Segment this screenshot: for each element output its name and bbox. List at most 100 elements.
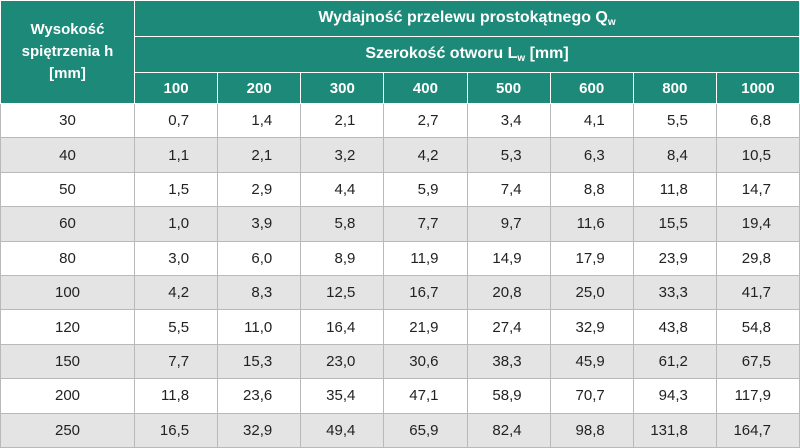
- row-label-cell: 80: [0, 240, 135, 276]
- value-cell: 3,0: [133, 240, 219, 276]
- value-cell: 2,7: [383, 102, 468, 139]
- value-cell: 49,4: [300, 412, 385, 448]
- value-cell: 8,8: [549, 171, 634, 208]
- value-cell: 23,6: [217, 378, 302, 414]
- value-cell: 98,8: [549, 412, 634, 448]
- value-cell: 82,4: [466, 412, 551, 448]
- table-header: Wysokość spiętrzenia h [mm] Wydajność pr…: [0, 0, 800, 104]
- value-cell: 17,9: [549, 240, 634, 276]
- value-cell: 38,3: [466, 343, 551, 380]
- value-cell: 7,7: [133, 343, 219, 380]
- column-header: 500: [466, 72, 551, 104]
- value-cell: 4,4: [300, 171, 385, 208]
- value-cell: 32,9: [549, 309, 634, 345]
- value-cell: 1,5: [133, 171, 219, 208]
- value-cell: 4,2: [133, 274, 219, 311]
- value-cell: 20,8: [466, 274, 551, 311]
- value-cell: 43,8: [632, 309, 717, 345]
- value-cell: 35,4: [300, 378, 385, 414]
- row-label-cell: 200: [0, 378, 135, 414]
- row-label-line: Wysokość: [30, 21, 105, 38]
- value-cell: 47,1: [383, 378, 468, 414]
- value-cell: 2,1: [300, 102, 385, 139]
- column-header: 100: [133, 72, 219, 104]
- value-cell: 11,9: [383, 240, 468, 276]
- value-cell: 9,7: [466, 206, 551, 242]
- row-label-cell: 150: [0, 343, 135, 380]
- column-header-row: 100 200 300 400 500 600 800 1000: [1, 72, 800, 104]
- value-cell: 61,2: [632, 343, 717, 380]
- value-cell: 54,8: [715, 309, 800, 345]
- value-cell: 15,3: [217, 343, 302, 380]
- table-row: 250 16,5 32,9 49,4 65,9 82,4 98,8 131,8 164,7: [0, 412, 800, 448]
- value-cell: 8,9: [300, 240, 385, 276]
- column-header: 300: [300, 72, 385, 104]
- value-cell: 6,8: [715, 102, 800, 139]
- value-cell: 16,4: [300, 309, 385, 345]
- value-cell: 70,7: [549, 378, 634, 414]
- subtitle-header: Szerokość otworu Lw [mm]: [134, 36, 800, 73]
- value-cell: 1,4: [217, 102, 302, 139]
- value-cell: 21,9: [383, 309, 468, 345]
- row-label-line: [mm]: [49, 65, 86, 82]
- value-cell: 131,8: [632, 412, 717, 448]
- value-cell: 1,1: [133, 137, 219, 173]
- value-cell: 1,0: [133, 206, 219, 242]
- table-row: 150 7,7 15,3 23,0 30,6 38,3 45,9 61,2 67,5: [0, 343, 800, 380]
- value-cell: 41,7: [715, 274, 800, 311]
- value-cell: 14,9: [466, 240, 551, 276]
- value-cell: 6,3: [549, 137, 634, 173]
- row-label-cell: 120: [0, 309, 135, 345]
- value-cell: 11,6: [549, 206, 634, 242]
- table-row: 30 0,7 1,4 2,1 2,7 3,4 4,1 5,5 6,8: [0, 102, 800, 139]
- table-row: 100 4,2 8,3 12,5 16,7 20,8 25,0 33,3 41,7: [0, 274, 800, 311]
- header-row: Szerokość otworu Lw [mm]: [1, 36, 800, 73]
- value-cell: 23,9: [632, 240, 717, 276]
- value-cell: 4,2: [383, 137, 468, 173]
- row-label-cell: 100: [0, 274, 135, 311]
- value-cell: 5,5: [133, 309, 219, 345]
- value-cell: 10,5: [715, 137, 800, 173]
- value-cell: 5,8: [300, 206, 385, 242]
- row-label-cell: 40: [0, 137, 135, 173]
- value-cell: 25,0: [549, 274, 634, 311]
- value-cell: 2,9: [217, 171, 302, 208]
- table-body: 30 0,7 1,4 2,1 2,7 3,4 4,1 5,5 6,8 40 1,1 2,1 3,2 4,2…: [0, 102, 800, 448]
- table-row: 50 1,5 2,9 4,4 5,9 7,4 8,8 11,8 14,7: [0, 171, 800, 208]
- value-cell: 19,4: [715, 206, 800, 242]
- value-cell: 16,7: [383, 274, 468, 311]
- title-subscript: w: [607, 17, 616, 28]
- value-cell: 6,0: [217, 240, 302, 276]
- subtitle: Szerokość otworu L: [365, 45, 518, 62]
- value-cell: 30,6: [383, 343, 468, 380]
- value-cell: 16,5: [133, 412, 219, 448]
- value-cell: 5,5: [632, 102, 717, 139]
- value-cell: 29,8: [715, 240, 800, 276]
- value-cell: 94,3: [632, 378, 717, 414]
- value-cell: 164,7: [715, 412, 800, 448]
- value-cell: 5,3: [466, 137, 551, 173]
- value-cell: 8,3: [217, 274, 302, 311]
- value-cell: 27,4: [466, 309, 551, 345]
- row-label-cell: 250: [0, 412, 135, 448]
- value-cell: 3,2: [300, 137, 385, 173]
- row-label-line: spiętrzenia h: [21, 43, 114, 60]
- value-cell: 14,7: [715, 171, 800, 208]
- column-header: 800: [632, 72, 717, 104]
- subtitle-subscript: w: [517, 53, 526, 64]
- value-cell: 117,9: [715, 378, 800, 414]
- table-row: 40 1,1 2,1 3,2 4,2 5,3 6,3 8,4 10,5: [0, 137, 800, 173]
- value-cell: 8,4: [632, 137, 717, 173]
- value-cell: 65,9: [383, 412, 468, 448]
- row-label-cell: 50: [0, 171, 135, 208]
- value-cell: 11,8: [133, 378, 219, 414]
- title-header: Wydajność przelewu prostokątnego Qw: [134, 0, 800, 37]
- table-row: 120 5,5 11,0 16,4 21,9 27,4 32,9 43,8 54,8: [0, 309, 800, 345]
- value-cell: 45,9: [549, 343, 634, 380]
- value-cell: 11,8: [632, 171, 717, 208]
- value-cell: 0,7: [133, 102, 219, 139]
- table-row: 200 11,8 23,6 35,4 47,1 58,9 70,7 94,3 117,9: [0, 378, 800, 414]
- column-header: 400: [383, 72, 468, 104]
- value-cell: 15,5: [632, 206, 717, 242]
